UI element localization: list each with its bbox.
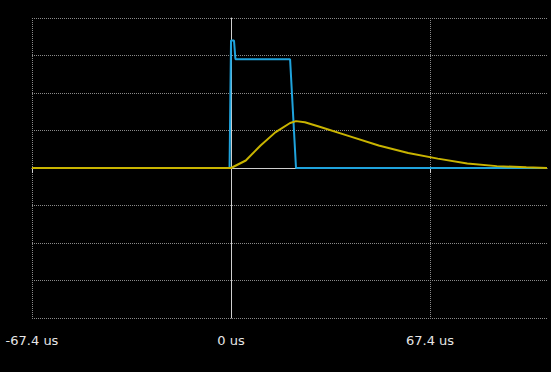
svg-text:-67.4 us: -67.4 us (6, 333, 59, 348)
svg-text:0 us: 0 us (217, 333, 245, 348)
svg-text:67.4 us: 67.4 us (406, 333, 454, 348)
